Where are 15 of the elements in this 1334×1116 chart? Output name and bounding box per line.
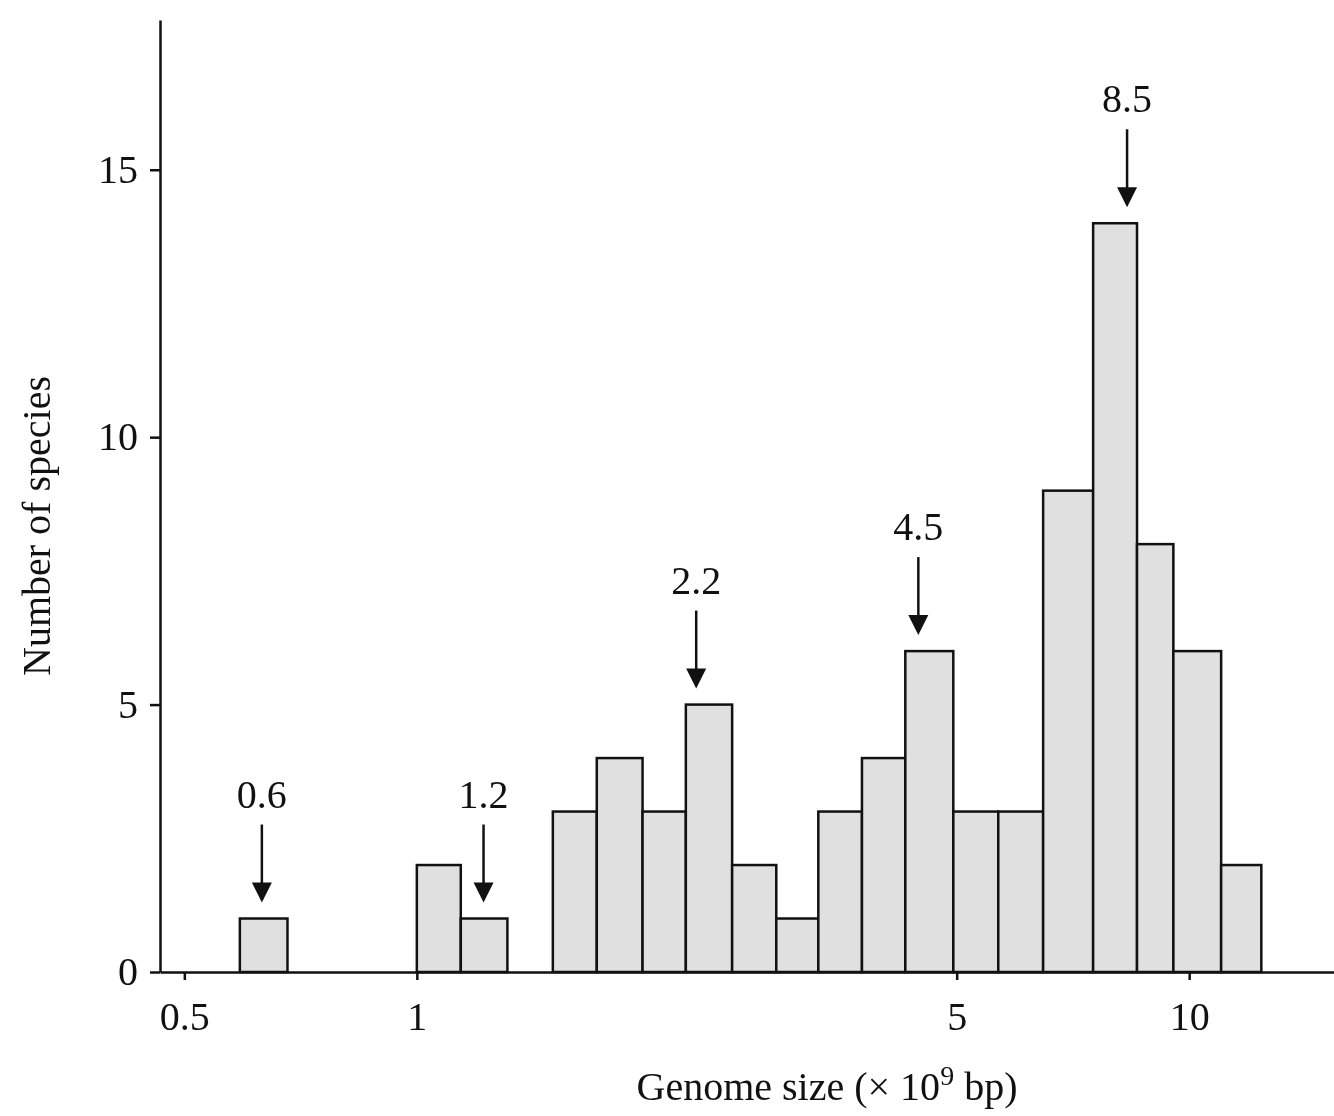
annotation: 1.2 — [458, 771, 509, 817]
x-tick-label: 10 — [1169, 994, 1210, 1040]
annotation: 8.5 — [1102, 76, 1153, 122]
x-tick-label: 5 — [947, 994, 968, 1040]
annotation: 2.2 — [671, 557, 722, 603]
x-tick-label: 0.5 — [159, 994, 210, 1040]
x-axis-title: Genome size (× 10$^{9}$ bp) — [636, 1059, 1018, 1109]
y-tick-label: 15 — [98, 147, 138, 193]
y-axis-title: Number of species — [14, 376, 59, 676]
y-tick-label: 0 — [118, 949, 138, 995]
y-tick-label: 10 — [98, 414, 138, 460]
x-tick-label: 1 — [407, 994, 428, 1040]
annotation: 0.6 — [236, 771, 287, 817]
y-tick-label: 5 — [118, 681, 138, 727]
annotation: 4.5 — [893, 504, 944, 550]
